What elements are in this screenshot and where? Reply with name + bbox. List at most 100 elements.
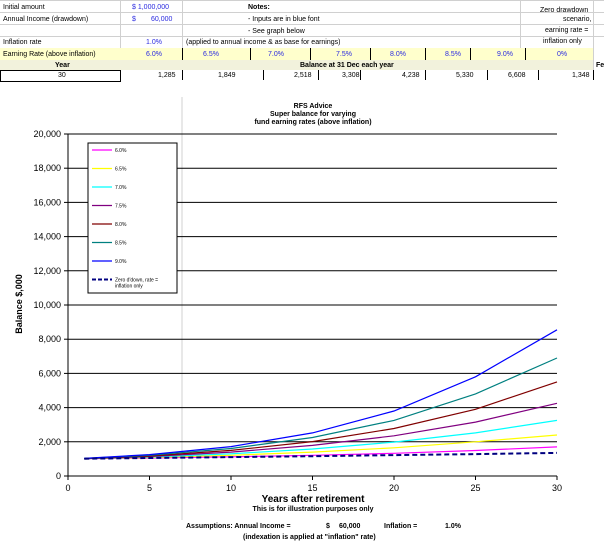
cell-border — [487, 70, 488, 80]
assumptions-indexation: (indexation is applied at "inflation" ra… — [243, 534, 376, 541]
balance-7-5: 3,308 — [342, 72, 360, 79]
year-cell[interactable] — [0, 70, 121, 82]
chart-subnote: This is for illustration purposes only — [253, 506, 374, 513]
y-tick-label: 20,000 — [33, 129, 61, 139]
cell-border — [310, 48, 311, 60]
grid-line — [0, 24, 604, 25]
series-line-4 — [84, 381, 558, 460]
legend-box — [87, 142, 178, 294]
cell-border — [360, 70, 361, 80]
inflation-value[interactable]: 1.0% — [146, 39, 162, 46]
chart-title-2: Super balance for varying — [270, 111, 356, 118]
legend-label: 8.0% — [115, 222, 127, 228]
y-axis-label: Balance $,000 — [14, 274, 24, 334]
rate-6-0[interactable]: 6.0% — [146, 51, 162, 58]
assumptions-inflation-label: Inflation = — [384, 523, 418, 530]
y-tick-label: 16,000 — [33, 197, 61, 207]
assumptions-label: Assumptions: Annual Income = — [186, 523, 291, 530]
assumptions-inflation: 1.0% — [445, 523, 461, 530]
y-tick-label: 12,000 — [33, 266, 61, 276]
series-lines — [84, 329, 558, 460]
x-tick-label: 25 — [470, 483, 480, 493]
rate-zero[interactable]: 0% — [557, 51, 568, 58]
y-tick-label: 10,000 — [33, 300, 61, 310]
legend-label: 6.0% — [115, 148, 127, 154]
x-tick-label: 15 — [307, 483, 317, 493]
rate-6-5[interactable]: 6.5% — [203, 51, 219, 58]
series-line-5 — [84, 357, 558, 459]
legend-label: 7.0% — [115, 185, 127, 191]
clipped-header: Fe — [596, 62, 604, 69]
grid-line — [520, 0, 521, 48]
rate-7-5[interactable]: 7.5% — [336, 51, 352, 58]
legend-label: 9.0% — [115, 259, 127, 265]
grid-line — [182, 0, 183, 48]
series-line-6 — [84, 329, 558, 459]
initial-amount-label: Initial amount — [3, 4, 45, 11]
balance-9-0: 6,608 — [508, 72, 526, 79]
notes-title: Notes: — [248, 4, 270, 11]
y-tick-label: 18,000 — [33, 163, 61, 173]
initial-amount-value[interactable]: $ 1,000,000 — [132, 4, 169, 11]
cell-border — [525, 48, 526, 60]
note-1: - Inputs are in blue font — [248, 16, 320, 23]
assumptions-currency: $ — [326, 523, 330, 530]
zero-note-4: inflation only — [543, 38, 582, 45]
balance-6-5: 1,849 — [218, 72, 236, 79]
balance-8-0: 4,238 — [402, 72, 420, 79]
rate-9-0[interactable]: 9.0% — [497, 51, 513, 58]
y-tick-label: 14,000 — [33, 232, 61, 242]
zero-note-1: Zero drawdown — [540, 7, 589, 14]
balance-6-0: 1,285 — [158, 72, 176, 79]
balance-7-0: 2,518 — [294, 72, 312, 79]
header-band — [0, 60, 593, 70]
balance-8-5: 5,330 — [456, 72, 474, 79]
cell-border — [263, 70, 264, 80]
legend-label: 6.5% — [115, 167, 127, 173]
x-tick-label: 5 — [147, 483, 152, 493]
inflation-label: Inflation rate — [3, 39, 42, 46]
x-tick-label: 10 — [226, 483, 236, 493]
year-value: 30 — [58, 72, 66, 79]
chart-title-1: RFS Advice — [294, 103, 333, 110]
earning-rate-label: Earning Rate (above inflation) — [3, 51, 96, 58]
legend: 6.0% 6.5% 7.0% 7.5% 8.0% 8.5% 9.0% Zero d'down,… — [87, 142, 178, 294]
x-axis-label: Years after retirement — [262, 494, 366, 505]
balance-header: Balance at 31 Dec each year — [300, 62, 394, 69]
y-tick-label: 2,000 — [38, 437, 61, 447]
legend-label: Zero d'down, rate = — [115, 278, 158, 284]
legend-label: 7.5% — [115, 204, 127, 210]
cell-border — [470, 48, 471, 60]
cell-border — [250, 48, 251, 60]
cell-border — [425, 48, 426, 60]
rate-7-0[interactable]: 7.0% — [268, 51, 284, 58]
grid-line — [0, 36, 604, 37]
rate-8-5[interactable]: 8.5% — [445, 51, 461, 58]
legend-label: 8.5% — [115, 241, 127, 247]
annual-income-currency: $ — [132, 16, 136, 23]
note-2: - See graph below — [248, 28, 305, 35]
rate-8-0[interactable]: 8.0% — [390, 51, 406, 58]
year-header: Year — [55, 62, 70, 69]
x-tick-label: 0 — [65, 483, 70, 493]
grid-line — [593, 0, 594, 80]
assumptions-income: 60,000 — [339, 523, 361, 530]
chart-title-3: fund earning rates (above inflation) — [254, 119, 371, 126]
y-tick-label: 6,000 — [38, 368, 61, 378]
cell-border — [182, 70, 183, 80]
y-tick-label: 4,000 — [38, 403, 61, 413]
cell-border — [538, 70, 539, 80]
balance-zero: 1,348 — [572, 72, 590, 79]
legend-label-cont: inflation only — [115, 284, 143, 290]
annual-income-value[interactable]: 60,000 — [151, 16, 173, 23]
grid-line — [120, 0, 121, 48]
cell-border — [370, 48, 371, 60]
inflation-note: (applied to annual income & as base for … — [186, 39, 341, 46]
y-tick-label: 8,000 — [38, 334, 61, 344]
zero-note-3: earning rate = — [545, 27, 589, 34]
series-line-7 — [84, 451, 558, 460]
annual-income-label: Annual Income (drawdown) — [3, 16, 89, 23]
cell-border — [182, 48, 183, 60]
